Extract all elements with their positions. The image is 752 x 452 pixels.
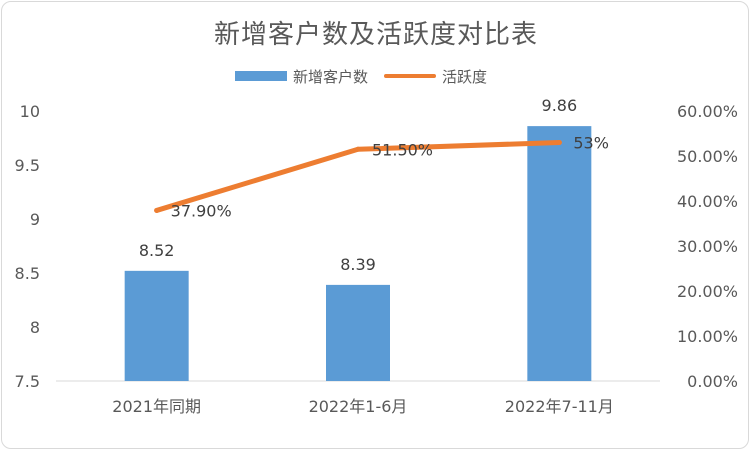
y-right-tick-label: 20.00%: [677, 282, 738, 301]
line-data-label: 51.50%: [372, 140, 433, 159]
line-data-label: 37.90%: [171, 201, 232, 220]
y-left-tick-label: 8.5: [15, 264, 40, 283]
bar-data-label: 8.52: [139, 241, 175, 260]
y-right-tick-label: 30.00%: [677, 237, 738, 256]
y-right-tick-label: 60.00%: [677, 102, 738, 121]
bar: [326, 284, 390, 381]
y-right-tick-label: 0.00%: [687, 372, 738, 391]
line-point: [355, 146, 361, 152]
legend-item-bar: 新增客户数: [235, 66, 368, 86]
x-category-label: 2022年7-11月: [505, 397, 614, 416]
x-category-label: 2022年1-6月: [309, 397, 408, 416]
legend-swatch-line: [384, 74, 436, 78]
y-left-tick-label: 9.5: [15, 156, 40, 175]
x-category-label: 2021年同期: [112, 397, 201, 416]
legend-swatch-bar: [235, 71, 287, 81]
y-right-tick-label: 10.00%: [677, 327, 738, 346]
chart-title: 新增客户数及活跃度对比表: [213, 20, 538, 50]
y-left-tick-label: 9: [30, 210, 40, 229]
legend-label-line: 活跃度: [442, 67, 488, 86]
bar-data-label: 9.86: [542, 96, 578, 115]
line-point: [556, 140, 562, 145]
y-right-tick-label: 40.00%: [677, 192, 738, 211]
bar-data-label: 8.39: [340, 255, 376, 274]
bar: [527, 126, 592, 382]
legend: 新增客户数 活跃度: [0, 66, 752, 86]
bar: [124, 270, 189, 381]
legend-item-line: 活跃度: [384, 66, 487, 86]
line-data-label: 53%: [573, 134, 609, 153]
line-series: [154, 140, 562, 213]
legend-label-bar: 新增客户数: [293, 67, 369, 86]
y-left-tick-label: 7.5: [15, 372, 40, 391]
y-left-tick-label: 10: [20, 102, 40, 121]
y-right-tick-label: 50.00%: [677, 147, 738, 166]
y-left-tick-label: 8: [30, 318, 40, 337]
line-point: [154, 207, 160, 213]
